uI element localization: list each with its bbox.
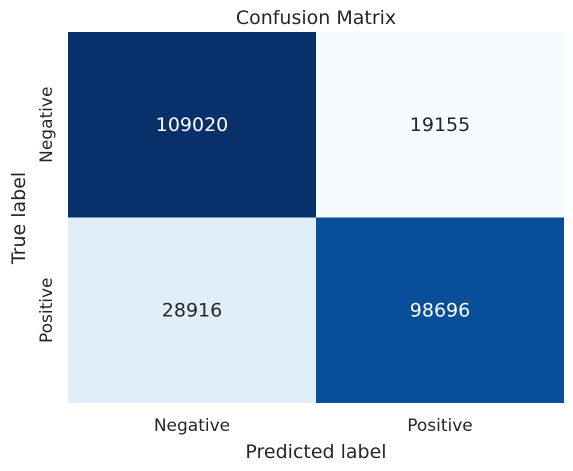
heatmap-cell-1-1 [316, 217, 564, 403]
y-axis-ticks: Negative Positive [37, 87, 57, 343]
y-tick-label-negative: Negative [37, 87, 57, 163]
x-tick-label-negative: Negative [154, 416, 230, 436]
heatmap-cell-0-1 [316, 32, 564, 218]
y-tick-label-positive: Positive [37, 277, 57, 343]
heatmap-cell-label-1-1: 98696 [410, 299, 470, 321]
heatmap-cell-label-0-1: 19155 [410, 114, 470, 136]
heatmap-cell-labels: 109020 19155 28916 98696 [156, 114, 470, 322]
heatmap-cell-0-0 [68, 32, 316, 218]
heatmap-cell-label-1-0: 28916 [162, 299, 222, 321]
x-axis-label: Predicted label [245, 441, 386, 463]
heatmap-cell-label-0-0: 109020 [156, 114, 229, 136]
heatmap-cell-1-0 [68, 217, 316, 403]
heatmap-cells [68, 32, 564, 403]
x-tick-label-positive: Positive [407, 416, 473, 436]
y-axis-label: True label [8, 172, 30, 265]
chart-title: Confusion Matrix [236, 7, 396, 29]
x-axis-ticks: Negative Positive [154, 416, 473, 436]
